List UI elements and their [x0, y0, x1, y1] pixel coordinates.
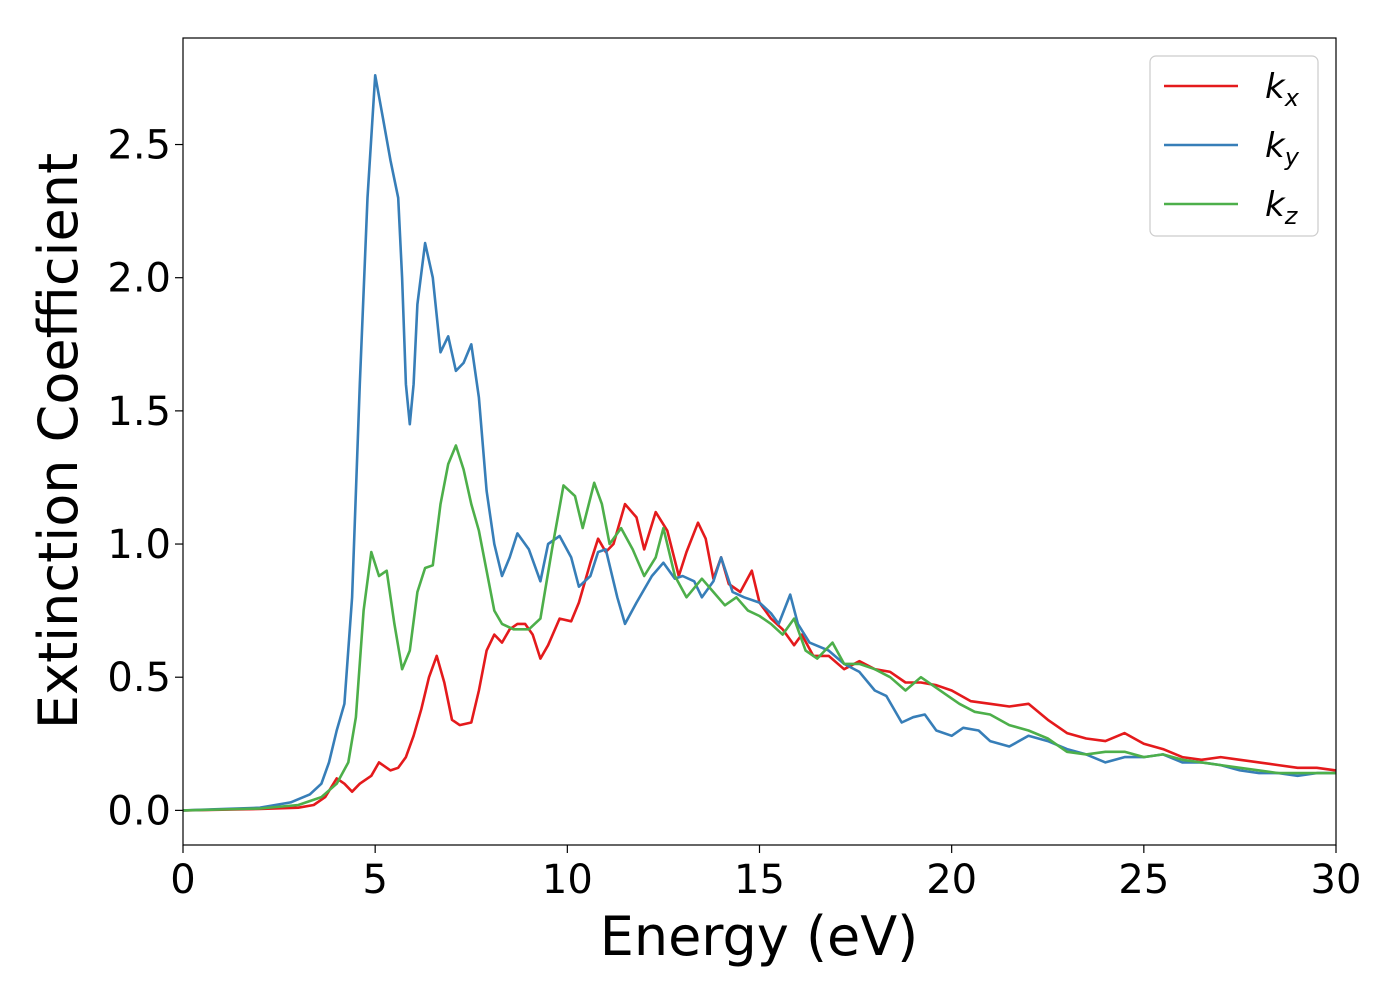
plot-area: [183, 38, 1336, 845]
series-line-z: [182, 444, 1336, 812]
x-tick-label: 30: [1311, 857, 1362, 903]
y-tick-label: 1.0: [107, 522, 171, 568]
y-axis-label: Extinction Coefficient: [27, 153, 90, 729]
legend-label-x: kx: [1265, 67, 1300, 112]
y-tick-label: 0.5: [107, 655, 171, 701]
x-tick-label: 5: [362, 857, 387, 903]
y-tick-label: 0.0: [107, 788, 171, 834]
series-lines: [182, 74, 1337, 812]
y-tick-label: 2.5: [107, 123, 171, 169]
x-axis-label: Energy (eV): [600, 905, 919, 968]
x-tick-label: 10: [542, 857, 593, 903]
legend: kx ky kz: [1149, 55, 1319, 237]
x-tick-label: 20: [926, 857, 977, 903]
y-axis-ticks: 0.0 0.5 1.0 1.5 2.0 2.5: [107, 123, 183, 834]
x-tick-label: 0: [170, 857, 195, 903]
y-tick-label: 1.5: [107, 389, 171, 435]
legend-label-y: ky: [1265, 126, 1300, 171]
series-line-y: [182, 74, 1336, 812]
series-line-x: [182, 502, 1337, 812]
x-tick-label: 15: [734, 857, 785, 903]
y-tick-label: 2.0: [107, 256, 171, 302]
legend-label-z: kz: [1265, 185, 1299, 230]
x-tick-label: 25: [1118, 857, 1169, 903]
x-axis-ticks: 0 5 10 15 20 25 30: [170, 845, 1361, 903]
